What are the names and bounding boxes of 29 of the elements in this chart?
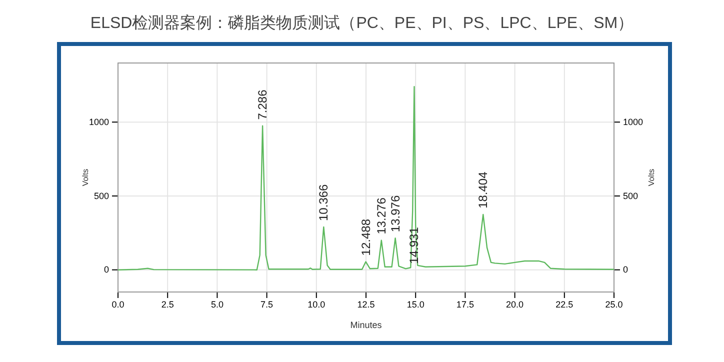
y2-axis-title: Volts [647, 168, 656, 186]
y-tick-label: 1000 [88, 116, 109, 127]
x-axis-title: Minutes [350, 320, 382, 330]
x-tick-label: 10.0 [308, 299, 326, 310]
line-series [117, 86, 615, 270]
annotation: 7.286 [256, 89, 270, 120]
y2-tick-label: 0 [623, 264, 628, 275]
chart-title: ELSD检测器案例：磷脂类物质测试（PC、PE、PI、PS、LPC、LPE、SM） [90, 14, 634, 32]
x-tick-label: 7.5 [260, 299, 274, 310]
annotation: 13.276 [374, 197, 388, 234]
x-tick-label: 25.0 [605, 299, 623, 310]
annotation: 13.976 [388, 195, 402, 232]
x-tick-label: 2.5 [161, 299, 174, 310]
x-tick-label: 20.0 [506, 299, 524, 310]
y-tick-label: 0 [104, 264, 109, 275]
x-tick-label: 22.5 [556, 299, 574, 310]
y-axis-title: Volts [81, 168, 90, 186]
x-tick-label: 5.0 [210, 299, 224, 310]
annotation: 18.404 [476, 171, 490, 208]
x-tick-label: 12.5 [357, 299, 375, 310]
y2-tick-label: 1000 [623, 116, 644, 127]
annotation: 12.488 [358, 218, 373, 256]
annotation: 14.931 [407, 226, 422, 264]
annotation: 10.366 [316, 184, 331, 221]
x-tick-label: 17.5 [456, 299, 474, 310]
x-tick-label: 15.0 [406, 299, 424, 310]
y2-tick-label: 500 [623, 190, 638, 201]
x-tick-label: 0.0 [112, 299, 124, 310]
y-tick-label: 500 [94, 190, 109, 201]
